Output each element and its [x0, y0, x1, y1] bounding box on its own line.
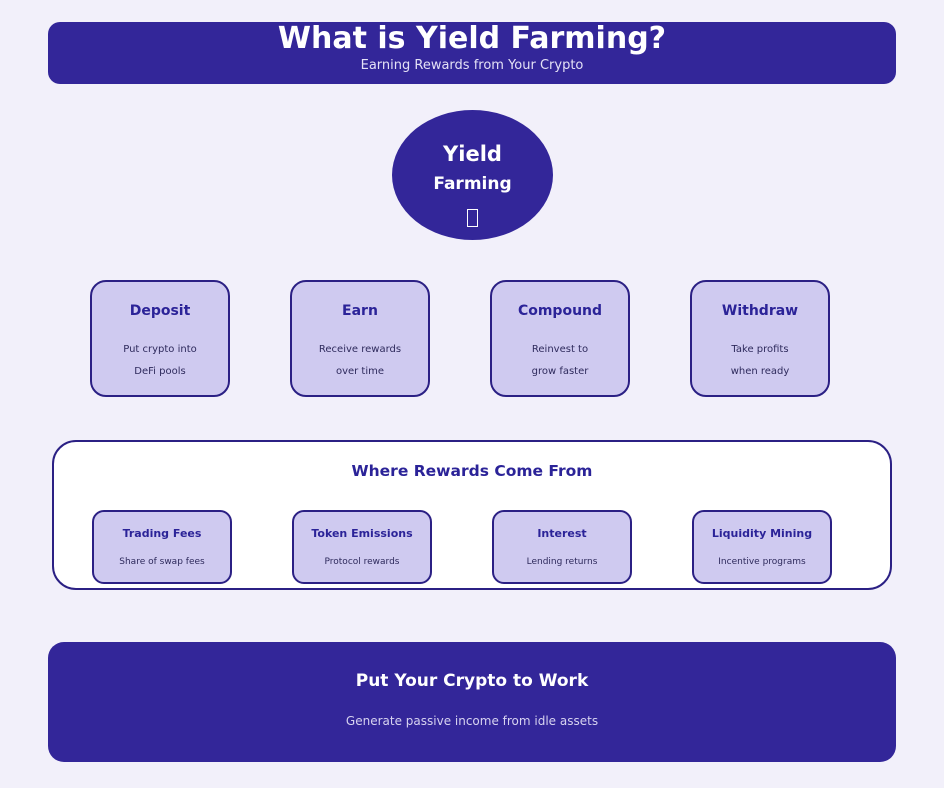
header-banner: What is Yield Farming? Earning Rewards f… — [48, 22, 896, 84]
reward-title: Liquidity Mining — [711, 527, 813, 540]
footer-banner: Put Your Crypto to Work Generate passive… — [48, 642, 896, 762]
step-desc-line2: grow faster — [531, 366, 589, 377]
central-node-line2: Farming — [433, 174, 512, 194]
page-subtitle: Earning Rewards from Your Crypto — [360, 58, 584, 73]
step-title: Compound — [517, 303, 603, 319]
step-title: Deposit — [129, 303, 191, 319]
rewards-section: Where Rewards Come From Trading Fees Sha… — [52, 440, 892, 590]
step-desc-line2: DeFi pools — [134, 366, 186, 377]
step-desc-line1: Take profits — [731, 344, 789, 355]
step-desc-line2: over time — [335, 366, 385, 377]
reward-title: Interest — [537, 527, 587, 540]
footer-title: Put Your Crypto to Work — [355, 671, 589, 691]
step-desc-line1: Reinvest to — [531, 344, 589, 355]
reward-card-trading-fees: Trading Fees Share of swap fees — [92, 510, 232, 584]
reward-title: Token Emissions — [311, 527, 413, 540]
missing-emoji-placeholder-icon — [467, 209, 478, 227]
page-title: What is Yield Farming? — [277, 21, 667, 56]
step-card-deposit: Deposit Put crypto into DeFi pools — [90, 280, 230, 397]
step-title: Withdraw — [721, 303, 799, 319]
step-card-compound: Compound Reinvest to grow faster — [490, 280, 630, 397]
step-card-earn: Earn Receive rewards over time — [290, 280, 430, 397]
reward-desc: Protocol rewards — [324, 557, 400, 567]
step-desc-line1: Put crypto into — [123, 344, 197, 355]
reward-desc: Lending returns — [526, 557, 598, 567]
reward-desc: Incentive programs — [718, 557, 806, 567]
central-node-line1: Yield — [443, 142, 502, 166]
central-node: Yield Farming — [392, 110, 553, 240]
reward-card-token-emissions: Token Emissions Protocol rewards — [292, 510, 432, 584]
step-desc-line1: Receive rewards — [318, 344, 402, 355]
footer-subtitle: Generate passive income from idle assets — [345, 714, 599, 728]
step-card-withdraw: Withdraw Take profits when ready — [690, 280, 830, 397]
reward-title: Trading Fees — [122, 527, 202, 540]
reward-card-interest: Interest Lending returns — [492, 510, 632, 584]
step-title: Earn — [342, 303, 378, 319]
reward-card-liquidity-mining: Liquidity Mining Incentive programs — [692, 510, 832, 584]
step-desc-line2: when ready — [730, 366, 790, 377]
rewards-heading: Where Rewards Come From — [351, 462, 593, 480]
reward-desc: Share of swap fees — [119, 557, 205, 567]
